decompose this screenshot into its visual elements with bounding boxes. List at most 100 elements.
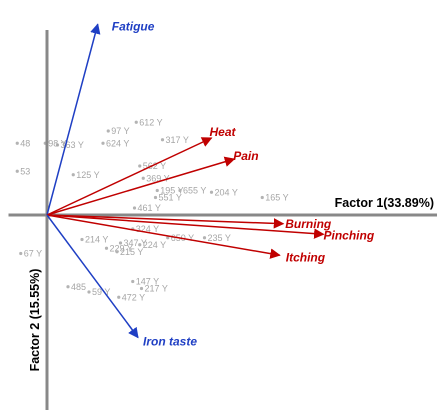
data-point: 612 Y [134,117,163,127]
point-label: 53 [20,166,30,176]
point-marker [106,129,110,133]
vector-label-itching: Itching [286,250,326,264]
point-label: 317 Y [166,135,189,145]
data-point: 97 Y [106,126,130,136]
point-label: 59 Y [92,287,110,297]
vector-heat [46,137,213,216]
point-label: 461 Y [138,203,161,213]
point-label: 97 Y [111,126,129,136]
data-point: 551 Y [153,193,182,203]
data-point: 53 [15,166,30,176]
vector-label-pain: Pain [233,149,258,163]
point-marker [15,169,19,173]
data-point: 347 Y [118,238,147,248]
point-marker [138,243,142,247]
point-label: 215 Y [120,247,143,257]
point-marker [80,237,84,242]
data-point: 369 Y [141,173,170,183]
point-label: 655 Y [183,186,206,196]
data-point: 485 [66,282,86,292]
point-label: 67 Y [24,249,42,259]
data-point: 59 Y [87,287,110,297]
point-marker [138,164,142,168]
point-marker [118,241,123,245]
vector-burning [46,214,285,229]
vector-pinching [46,214,325,239]
point-marker [66,285,70,289]
point-marker [87,290,91,294]
point-marker [101,141,105,145]
point-marker [260,195,264,200]
data-point: 624 Y [101,138,129,148]
data-point: 229 Y [104,243,133,253]
data-point: 224 Y [138,240,166,250]
y-axis-label: Factor 2 (15.55%) [28,269,42,372]
point-label: 363 Y [61,140,84,150]
point-label: 235 Y [208,233,231,243]
vector-label-heat: Heat [210,125,237,139]
point-label: 224 Y [143,240,166,250]
data-point: 235 Y [202,233,231,243]
point-label: 562 Y [143,161,166,171]
data-point: 317 Y [160,135,189,145]
point-label: 165 Y [265,193,288,203]
vector-fatigue [46,23,101,216]
point-marker [160,138,165,142]
point-label: 204 Y [215,187,238,197]
point-label: 125 Y [76,170,99,180]
data-point: 195 Y [155,186,184,196]
point-marker [55,143,60,147]
data-point: 655 Y [178,186,206,196]
point-marker [104,246,109,250]
vector-label-iron-taste: Iron taste [143,335,197,349]
point-marker [132,206,137,210]
data-point: 215 Y [115,247,143,257]
point-label: 214 Y [85,235,108,245]
point-marker [15,141,19,145]
data-point: 363 Y [55,140,84,150]
point-label: 347 Y [124,238,147,248]
point-marker [117,295,121,299]
vector-label-burning: Burning [285,217,332,231]
data-point: 204 Y [209,187,238,197]
point-label: 485 [71,282,86,292]
data-point: 48 [15,138,30,148]
vector-itching [46,214,281,259]
point-label: 472 Y [122,292,145,302]
point-label: 195 Y [160,186,183,196]
point-label: 48 [20,138,30,148]
point-marker [166,236,170,240]
data-point: 472 Y [117,292,145,302]
vector-label-fatigue: Fatigue [112,19,155,33]
point-marker [202,236,207,240]
point-marker [131,279,135,284]
data-point: 562 Y [138,161,166,171]
data-point: 461 Y [132,203,161,213]
point-marker [153,195,158,200]
point-marker [178,188,182,193]
point-label: 217 Y [145,284,168,294]
data-point: 147 Y [131,277,159,287]
data-point: 67 Y [19,249,42,259]
point-label: 624 Y [106,138,129,148]
point-marker [209,190,214,194]
point-label: 147 Y [136,277,159,287]
point-label: 229 Y [110,243,133,253]
vector-pain [46,156,236,216]
point-label: 369 Y [146,173,169,183]
axes [8,30,437,410]
data-point: 165 Y [260,193,289,203]
point-marker [139,286,144,291]
point-marker [71,173,75,177]
data-point: 125 Y [71,170,100,180]
point-label: 324 Y [136,224,159,234]
point-marker [155,188,159,193]
point-marker [115,250,119,254]
data-point: 217 Y [139,284,168,294]
point-label: 98 Y [48,138,66,148]
vector-label-pinching: Pinching [324,228,375,242]
point-marker [141,176,145,180]
point-label: 551 Y [159,193,182,203]
